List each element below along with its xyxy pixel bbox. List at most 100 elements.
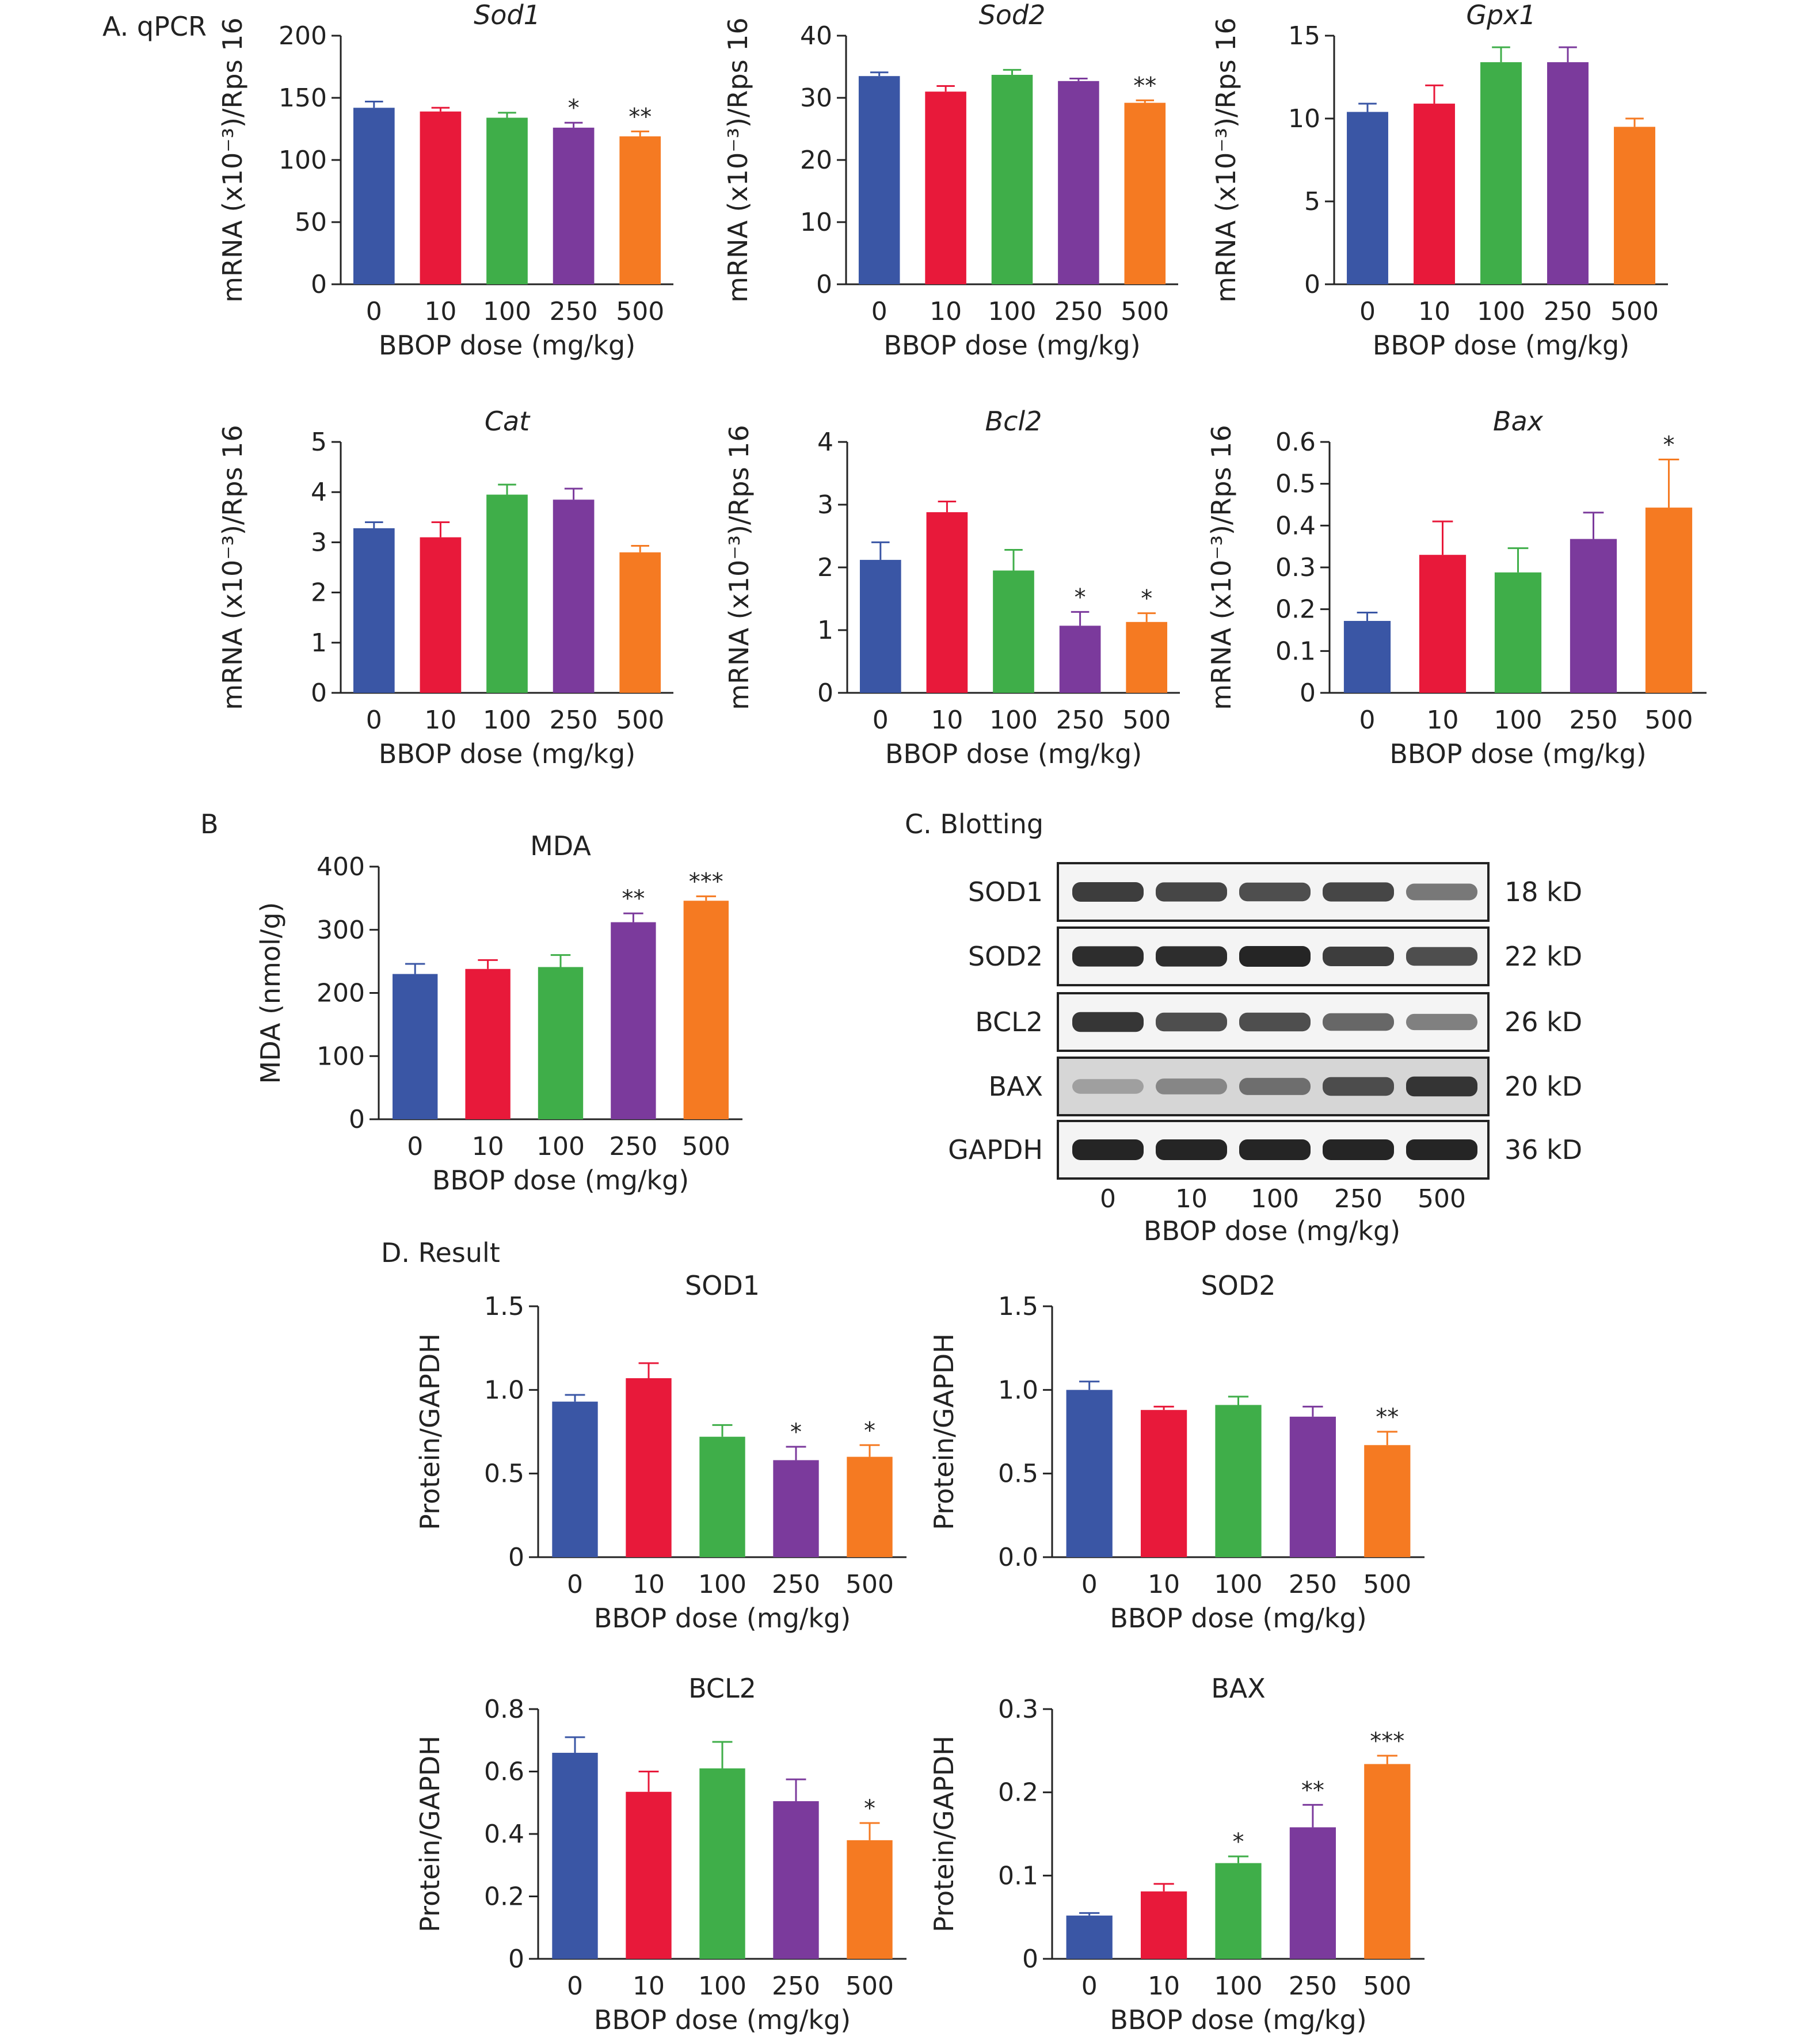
- bar-500: [683, 901, 729, 1119]
- x-axis-label: BBOP dose (mg/kg): [1110, 1603, 1366, 1634]
- x-axis-label: BBOP dose (mg/kg): [379, 738, 635, 769]
- x-tick-label: 100: [483, 297, 531, 326]
- x-tick-label: 500: [1363, 1570, 1411, 1599]
- significance-marker: *: [1075, 584, 1086, 611]
- blot-lane-label: 10: [1175, 1184, 1208, 1214]
- bar-500: [1645, 508, 1693, 693]
- western-blot-panel: SOD1 18 kD SOD2 22 kD BCL2 26 kD BAX 20 kD GAPDH…: [948, 862, 1582, 1246]
- chart-mda: 0 100 200 300 400 0 10 100 ** 250 *** 500 BBOP dose …: [255, 830, 742, 1196]
- x-tick-label: 10: [633, 1971, 665, 2001]
- bar-250: [1289, 1416, 1336, 1557]
- bar-250: [1570, 539, 1617, 693]
- bar-10: [926, 512, 968, 693]
- bar-0: [858, 76, 900, 284]
- x-tick-label: 10: [930, 297, 962, 326]
- bar-0: [353, 108, 395, 284]
- y-axis-label: mRNA (x10⁻³)/Rps 16: [723, 425, 755, 710]
- x-tick-label: 500: [1363, 1971, 1411, 2001]
- significance-marker: *: [1663, 432, 1675, 459]
- significance-marker: *: [1233, 1829, 1244, 1855]
- x-tick-label: 0: [1081, 1570, 1098, 1599]
- bar-500: [1126, 621, 1168, 693]
- bar-0: [1347, 112, 1388, 285]
- x-tick-label: 250: [1544, 297, 1592, 326]
- bar-250: [773, 1801, 819, 1959]
- bar-10: [465, 968, 511, 1119]
- bar-250: [1547, 62, 1589, 284]
- x-tick-label: 500: [845, 1971, 894, 2001]
- x-tick-label: 250: [1289, 1570, 1337, 1599]
- x-tick-label: 100: [698, 1570, 746, 1599]
- bar-10: [1414, 104, 1455, 284]
- x-tick-label: 10: [1148, 1971, 1180, 2001]
- x-tick-label: 100: [988, 297, 1037, 326]
- chart-title: Sod1: [474, 0, 540, 30]
- bar-10: [1140, 1891, 1187, 1959]
- x-tick-label: 500: [1610, 297, 1659, 326]
- x-axis-label: BBOP dose (mg/kg): [1110, 2004, 1366, 2035]
- chart-bcl2-mrna: 0 1 2 3 4 0 10 100 * 250 * 500 BBOP dose (mg/kg) mRNA…: [723, 406, 1180, 769]
- blot-band: [1323, 947, 1394, 966]
- bar-100: [993, 570, 1034, 693]
- y-axis-label: mRNA (x10⁻³)/Rps 16: [1206, 425, 1237, 710]
- y-tick-label: 1: [311, 628, 327, 658]
- x-tick-label: 10: [633, 1570, 665, 1599]
- x-tick-label: 100: [989, 706, 1038, 735]
- y-tick-label: 0.2: [484, 1882, 524, 1912]
- x-tick-label: 10: [1418, 297, 1450, 326]
- x-tick-label: 500: [845, 1570, 894, 1599]
- blot-row-sod2: [1057, 926, 1490, 986]
- blot-band: [1406, 1139, 1477, 1160]
- y-tick-label: 0.6: [1275, 428, 1316, 457]
- blot-size-label: 22 kD: [1505, 941, 1582, 972]
- x-axis-label: BBOP dose (mg/kg): [885, 738, 1142, 769]
- y-tick-label: 0: [816, 270, 832, 299]
- significance-marker: *: [864, 1795, 875, 1822]
- y-tick-label: 2: [311, 578, 327, 608]
- x-tick-label: 0: [1359, 297, 1376, 326]
- blot-band: [1072, 1012, 1144, 1032]
- blot-band: [1156, 1012, 1227, 1032]
- y-tick-label: 0.6: [484, 1757, 524, 1787]
- x-tick-label: 0: [567, 1570, 583, 1599]
- blot-protein-label: GAPDH: [948, 1134, 1043, 1165]
- x-tick-label: 250: [550, 297, 598, 326]
- blot-band: [1156, 1078, 1227, 1095]
- y-tick-label: 1: [817, 616, 833, 645]
- section-label-a: A. qPCR: [102, 11, 207, 42]
- y-axis-label: mRNA (x10⁻³)/Rps 16: [722, 17, 753, 302]
- x-tick-label: 100: [536, 1132, 585, 1161]
- blot-band: [1239, 882, 1311, 902]
- bar-10: [626, 1378, 672, 1557]
- y-tick-label: 5: [311, 428, 327, 457]
- y-axis-label: mRNA (x10⁻³)/Rps 16: [1210, 17, 1241, 302]
- x-tick-label: 0: [1359, 706, 1376, 735]
- y-tick-label: 10: [800, 208, 832, 237]
- y-axis-label: mRNA (x10⁻³)/Rps 16: [217, 17, 248, 302]
- y-tick-label: 0.8: [484, 1695, 524, 1724]
- y-tick-label: 0: [311, 678, 327, 708]
- blot-lane-label: 250: [1334, 1184, 1382, 1214]
- y-tick-label: 10: [1288, 104, 1320, 134]
- y-tick-label: 100: [317, 1042, 365, 1071]
- bar-100: [538, 967, 584, 1119]
- y-tick-label: 4: [817, 428, 833, 457]
- blot-size-label: 36 kD: [1505, 1134, 1582, 1165]
- chart-title: MDA: [530, 830, 591, 861]
- bar-250: [611, 922, 656, 1119]
- y-tick-label: 1.0: [484, 1375, 524, 1405]
- blot-band: [1239, 1078, 1311, 1095]
- y-tick-label: 0.0: [998, 1543, 1038, 1572]
- bar-500: [1364, 1764, 1411, 1959]
- x-tick-label: 100: [1494, 706, 1542, 735]
- x-tick-label: 100: [1214, 1971, 1263, 2001]
- blot-x-axis-label: BBOP dose (mg/kg): [1144, 1215, 1400, 1246]
- chart-sod1-protein: 0 0.5 1.0 1.5 0 10 100 * 250 * 500 BBOP dose (mg/kg…: [414, 1270, 907, 1634]
- x-tick-label: 0: [1081, 1971, 1098, 2001]
- blot-band: [1406, 1076, 1477, 1097]
- blot-band: [1323, 1139, 1394, 1160]
- y-tick-label: 40: [800, 21, 832, 51]
- blot-row-sod1: [1057, 862, 1490, 922]
